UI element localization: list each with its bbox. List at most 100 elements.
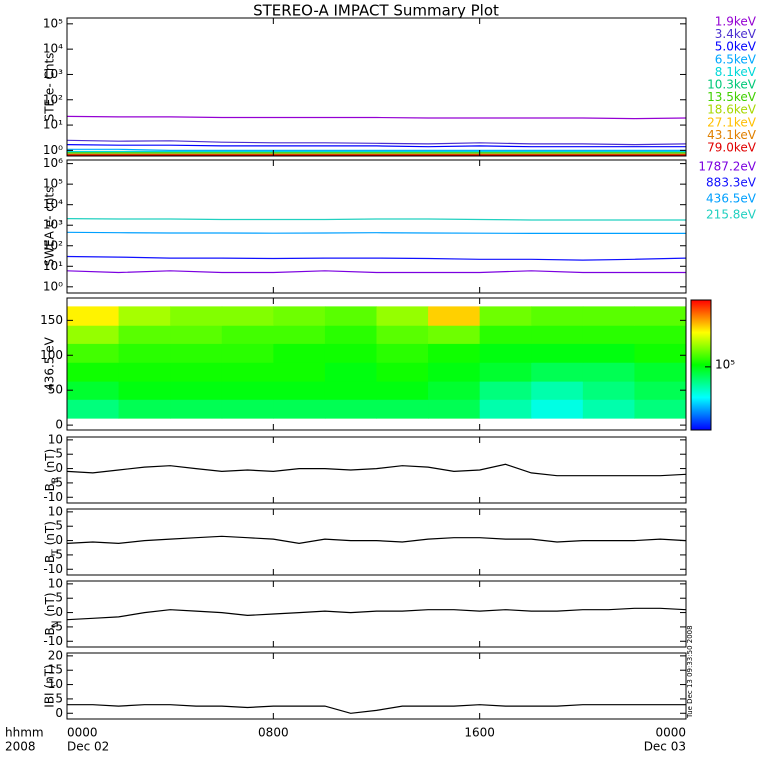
spectrogram-cell bbox=[273, 362, 326, 382]
spectrogram-cell bbox=[376, 399, 429, 419]
legend-entry: 3.4keV bbox=[715, 27, 757, 41]
panel-frame bbox=[66, 508, 687, 576]
spectrogram-cell bbox=[118, 343, 171, 363]
legend-entry: 27.1keV bbox=[707, 115, 757, 129]
y-tick-label: 100 bbox=[40, 348, 63, 362]
time-row-label: hhmm bbox=[5, 726, 44, 740]
spectrogram-cell bbox=[428, 381, 481, 400]
panel-marks bbox=[67, 535, 686, 545]
y-axis-label-part: N bbox=[51, 621, 61, 628]
spectrogram-cell bbox=[221, 325, 274, 344]
spectrogram-cell bbox=[273, 399, 326, 419]
spectrogram-cell bbox=[67, 381, 120, 400]
spectrogram-cell bbox=[67, 306, 120, 326]
y-tick-label: 10¹ bbox=[43, 259, 63, 273]
legend-entry: 13.5keV bbox=[707, 90, 757, 104]
spectrogram-cell bbox=[118, 399, 171, 419]
series-line bbox=[67, 115, 686, 120]
spectrogram-cell bbox=[67, 362, 120, 382]
y-tick-label: 50 bbox=[48, 383, 63, 397]
spectrogram-cell bbox=[324, 325, 377, 344]
series-line bbox=[67, 148, 686, 151]
panel-marks bbox=[67, 463, 686, 477]
y-tick-label: 0 bbox=[55, 533, 63, 547]
spectrogram-cell bbox=[634, 306, 686, 326]
panel-marks bbox=[67, 607, 686, 621]
spectrogram-cell bbox=[428, 399, 481, 419]
spectrogram-cell bbox=[376, 325, 429, 344]
series-line bbox=[67, 535, 686, 545]
panel-marks bbox=[67, 704, 686, 714]
spectrogram-cell bbox=[170, 325, 223, 344]
y-tick-label: 0 bbox=[55, 418, 63, 432]
legend-entry: 1.9keV bbox=[715, 15, 757, 29]
spectrogram-cell bbox=[582, 325, 635, 344]
x-tick-label: 0800 bbox=[258, 726, 289, 740]
spectrogram-cell bbox=[221, 399, 274, 419]
y-tick-label: 10² bbox=[43, 238, 63, 252]
y-axis-label-part: (nT) bbox=[43, 521, 57, 549]
y-axis-label-part: (nT) bbox=[43, 592, 57, 620]
spectrogram-cell bbox=[118, 381, 171, 400]
y-tick-label: 0 bbox=[55, 461, 63, 475]
legend-entry: 8.1keV bbox=[715, 65, 757, 79]
plot-title: STEREO-A IMPACT Summary Plot bbox=[253, 2, 499, 20]
y-tick-label: 10⁰ bbox=[43, 143, 63, 157]
legend-entry: 79.0keV bbox=[707, 141, 757, 155]
x-tick-label: 0000 bbox=[655, 726, 686, 740]
legend-entry: 215.8eV bbox=[706, 208, 757, 222]
y-tick-label: 10⁶ bbox=[43, 156, 63, 170]
panel-frame bbox=[66, 297, 687, 431]
colorbar bbox=[690, 299, 712, 431]
spectrogram-cell bbox=[324, 306, 377, 326]
spectrogram-cell bbox=[67, 399, 120, 419]
series-line bbox=[67, 218, 686, 221]
spectrogram-cell bbox=[582, 362, 635, 382]
spectrogram-cell bbox=[582, 381, 635, 400]
series-line bbox=[67, 270, 686, 274]
spectrogram-cell bbox=[221, 381, 274, 400]
y-axis-label-part: T bbox=[51, 549, 61, 556]
series-line bbox=[67, 231, 686, 234]
y-axis-label: BR (nT) bbox=[43, 449, 61, 492]
legend-entry: 10.3keV bbox=[707, 78, 757, 92]
y-tick-label: 10⁴ bbox=[43, 42, 63, 56]
spectrogram-cell bbox=[634, 399, 686, 419]
y-tick-label: -10 bbox=[43, 634, 63, 648]
spectrogram-cell bbox=[376, 381, 429, 400]
y-axis-label: BT (nT) bbox=[43, 521, 61, 563]
spectrogram-cell bbox=[118, 362, 171, 382]
spectrogram-cell bbox=[273, 325, 326, 344]
spectrogram-cell bbox=[428, 325, 481, 344]
spectrogram-cell bbox=[634, 325, 686, 344]
spectrogram-cell bbox=[582, 306, 635, 326]
panel-frame bbox=[66, 159, 687, 294]
y-tick-label: 5 bbox=[55, 447, 63, 461]
y-tick-label: 10 bbox=[48, 576, 63, 590]
spectrogram-cell bbox=[324, 362, 377, 382]
spectrogram-cell bbox=[118, 325, 171, 344]
y-tick-label: 0 bbox=[55, 605, 63, 619]
y-tick-label: 10⁰ bbox=[43, 279, 63, 293]
y-tick-label: 5 bbox=[55, 691, 63, 705]
y-tick-label: 10² bbox=[43, 92, 63, 106]
spectrogram-cell bbox=[170, 306, 223, 326]
spectrogram-cell bbox=[479, 306, 532, 326]
date-label: Dec 03 bbox=[644, 740, 686, 754]
series-line bbox=[67, 463, 686, 477]
panel-frame bbox=[66, 652, 687, 720]
y-tick-label: 10³ bbox=[43, 218, 63, 232]
y-axis-label: SWEA e- cnts bbox=[43, 187, 57, 267]
spectrogram-cell bbox=[479, 381, 532, 400]
spectrogram-cell bbox=[531, 381, 584, 400]
spectrogram-cell bbox=[376, 362, 429, 382]
y-tick-label: 5 bbox=[55, 591, 63, 605]
y-axis-label-part: R bbox=[51, 477, 61, 483]
spectrogram-cell bbox=[479, 362, 532, 382]
spectrogram-cell bbox=[170, 399, 223, 419]
y-tick-label: -5 bbox=[51, 619, 63, 633]
y-axis-label: IBI (nT) bbox=[43, 664, 57, 707]
panel-frame bbox=[66, 17, 687, 157]
y-tick-label: 0 bbox=[55, 706, 63, 720]
spectrogram-cell bbox=[221, 306, 274, 326]
